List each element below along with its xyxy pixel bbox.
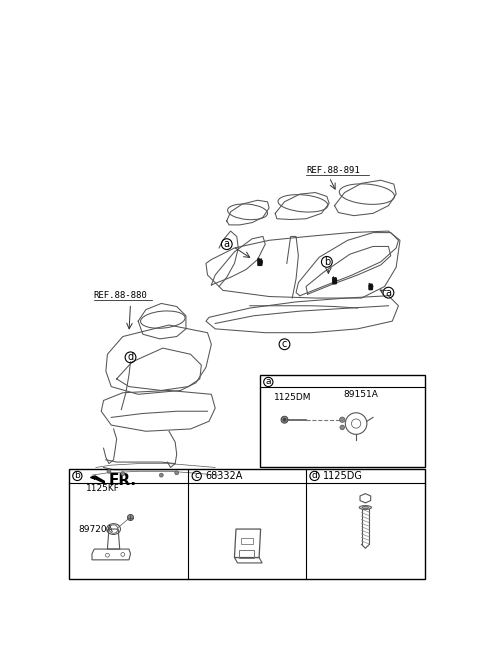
FancyBboxPatch shape <box>332 278 337 284</box>
Text: b: b <box>74 472 80 480</box>
Text: b: b <box>324 257 330 267</box>
Text: d: d <box>127 352 133 362</box>
Text: 89151A: 89151A <box>343 390 378 399</box>
Circle shape <box>107 470 111 473</box>
Text: REF.88-880: REF.88-880 <box>94 291 147 300</box>
FancyBboxPatch shape <box>257 260 262 266</box>
Circle shape <box>339 417 345 422</box>
Circle shape <box>121 472 125 476</box>
Bar <box>260 375 425 468</box>
Polygon shape <box>90 476 104 483</box>
Ellipse shape <box>362 506 369 509</box>
Text: a: a <box>224 239 230 249</box>
Text: 1125KF: 1125KF <box>86 483 120 493</box>
Bar <box>240 538 253 544</box>
Circle shape <box>283 418 286 421</box>
Polygon shape <box>369 283 373 290</box>
Text: REF.88-891: REF.88-891 <box>306 166 360 174</box>
Circle shape <box>281 416 288 423</box>
Text: FR.: FR. <box>109 473 137 488</box>
Text: 68332A: 68332A <box>205 471 242 481</box>
Text: c: c <box>282 339 287 349</box>
FancyBboxPatch shape <box>369 285 373 290</box>
Text: c: c <box>194 472 199 480</box>
Polygon shape <box>333 276 337 284</box>
Circle shape <box>127 514 133 521</box>
Bar <box>69 469 425 579</box>
Polygon shape <box>258 258 263 266</box>
Circle shape <box>340 425 345 430</box>
Circle shape <box>175 471 179 475</box>
Text: a: a <box>265 377 271 386</box>
Text: d: d <box>312 472 317 480</box>
Circle shape <box>159 473 163 477</box>
Ellipse shape <box>359 506 372 510</box>
Text: 89720A: 89720A <box>78 525 113 534</box>
Text: 1125DM: 1125DM <box>274 393 311 402</box>
Text: 1125DG: 1125DG <box>323 471 363 481</box>
Text: a: a <box>385 288 392 297</box>
